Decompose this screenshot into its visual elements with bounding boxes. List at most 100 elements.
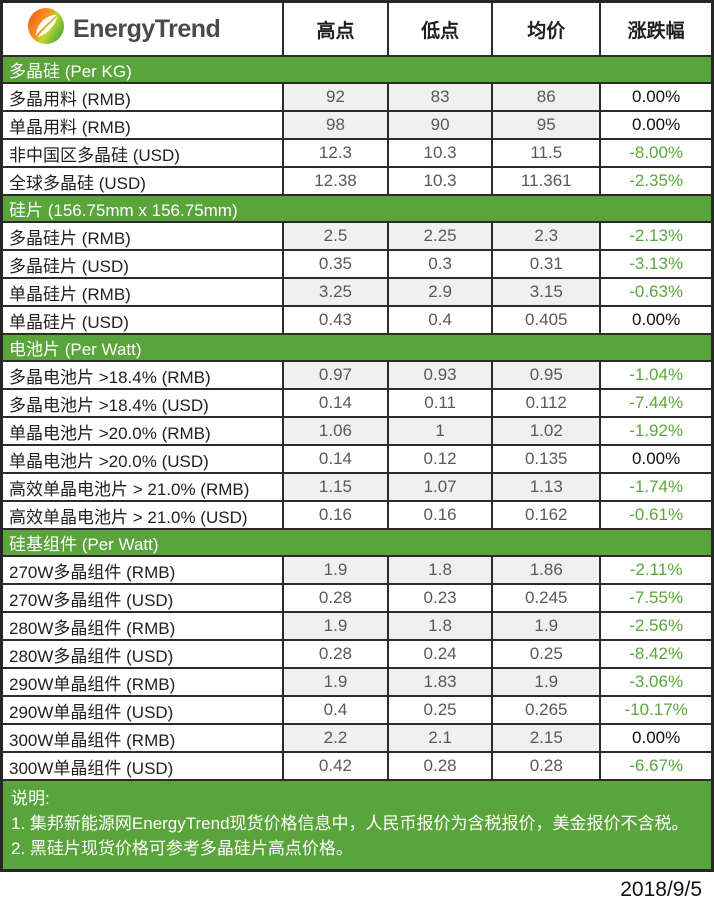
table-row: 280W多晶组件 (USD) 0.28 0.24 0.25 -8.42% (0, 639, 714, 669)
table-row: 单晶硅片 (USD) 0.43 0.4 0.405 0.00% (0, 305, 714, 335)
row-label: 单晶硅片 (RMB) (0, 277, 284, 307)
cell-high: 1.15 (281, 472, 390, 502)
row-label: 多晶用料 (RMB) (0, 82, 284, 112)
section-header-row: 硅基组件 (Per Watt) (0, 528, 714, 557)
cell-high: 0.16 (281, 500, 390, 530)
table-row: 多晶电池片 >18.4% (RMB) 0.97 0.93 0.95 -1.04% (0, 360, 714, 390)
cell-change: 0.00% (599, 110, 714, 140)
table-row: 单晶硅片 (RMB) 3.25 2.9 3.15 -0.63% (0, 277, 714, 307)
cell-high: 1.9 (281, 667, 390, 697)
cell-high: 0.35 (281, 249, 390, 279)
column-header-avg: 均价 (491, 0, 602, 57)
cell-avg: 0.162 (491, 500, 602, 530)
cell-change: -1.04% (599, 360, 714, 390)
cell-low: 10.3 (387, 138, 494, 168)
cell-low: 0.11 (387, 388, 494, 418)
cell-change: -6.67% (599, 751, 714, 781)
cell-low: 1.83 (387, 667, 494, 697)
cell-change: -7.55% (599, 583, 714, 613)
cell-avg: 0.28 (491, 751, 602, 781)
table-row: 高效单晶电池片 > 21.0% (RMB) 1.15 1.07 1.13 -1.74% (0, 472, 714, 502)
notes-heading: 说明: (11, 789, 50, 808)
column-header-high: 高点 (281, 0, 390, 57)
cell-low: 0.25 (387, 695, 494, 725)
energytrend-logo: EnergyTrend (27, 7, 281, 51)
cell-change: 0.00% (599, 444, 714, 474)
table-row: 多晶硅片 (RMB) 2.5 2.25 2.3 -2.13% (0, 221, 714, 251)
price-table: EnergyTrend 高点 低点 均价 涨跌幅 多晶硅 (Per KG) 多晶用… (0, 0, 714, 872)
cell-change: -0.63% (599, 277, 714, 307)
cell-high: 92 (281, 82, 390, 112)
cell-low: 0.4 (387, 305, 494, 335)
table-row: 单晶电池片 >20.0% (RMB) 1.06 1 1.02 -1.92% (0, 416, 714, 446)
cell-low: 0.12 (387, 444, 494, 474)
row-label: 高效单晶电池片 > 21.0% (RMB) (0, 472, 284, 502)
cell-avg: 0.95 (491, 360, 602, 390)
cell-avg: 11.5 (491, 138, 602, 168)
row-label: 单晶硅片 (USD) (0, 305, 284, 335)
cell-low: 2.1 (387, 723, 494, 753)
row-label: 单晶用料 (RMB) (0, 110, 284, 140)
table-row: 300W单晶组件 (RMB) 2.2 2.1 2.15 0.00% (0, 723, 714, 753)
cell-change: -8.00% (599, 138, 714, 168)
cell-high: 3.25 (281, 277, 390, 307)
cell-low: 0.3 (387, 249, 494, 279)
cell-low: 90 (387, 110, 494, 140)
cell-high: 12.3 (281, 138, 390, 168)
cell-avg: 0.112 (491, 388, 602, 418)
cell-high: 12.38 (281, 166, 390, 196)
table-row: 300W单晶组件 (USD) 0.42 0.28 0.28 -6.67% (0, 751, 714, 781)
cell-high: 0.14 (281, 388, 390, 418)
cell-high: 0.43 (281, 305, 390, 335)
table-row: 全球多晶硅 (USD) 12.38 10.3 11.361 -2.35% (0, 166, 714, 196)
cell-high: 98 (281, 110, 390, 140)
cell-low: 1.8 (387, 555, 494, 585)
cell-change: -10.17% (599, 695, 714, 725)
cell-low: 1 (387, 416, 494, 446)
table-row: 290W单晶组件 (RMB) 1.9 1.83 1.9 -3.06% (0, 667, 714, 697)
cell-low: 0.24 (387, 639, 494, 669)
notes-row: 说明: 1. 集邦新能源网EnergyTrend现货价格信息中，人民币报价为含税… (0, 779, 714, 872)
table-row: 单晶用料 (RMB) 98 90 95 0.00% (0, 110, 714, 140)
cell-avg: 0.31 (491, 249, 602, 279)
row-label: 290W单晶组件 (USD) (0, 695, 284, 725)
cell-low: 2.9 (387, 277, 494, 307)
cell-change: 0.00% (599, 723, 714, 753)
cell-high: 0.14 (281, 444, 390, 474)
cell-avg: 0.135 (491, 444, 602, 474)
cell-high: 2.2 (281, 723, 390, 753)
cell-change: -8.42% (599, 639, 714, 669)
cell-change: -2.13% (599, 221, 714, 251)
cell-change: -2.11% (599, 555, 714, 585)
cell-low: 1.07 (387, 472, 494, 502)
table-header-row: EnergyTrend 高点 低点 均价 涨跌幅 (0, 0, 714, 57)
section-header-row: 电池片 (Per Watt) (0, 333, 714, 362)
leaf-icon (27, 7, 65, 51)
cell-change: -3.06% (599, 667, 714, 697)
row-label: 270W多晶组件 (RMB) (0, 555, 284, 585)
cell-avg: 0.405 (491, 305, 602, 335)
cell-high: 0.42 (281, 751, 390, 781)
column-header-change: 涨跌幅 (599, 0, 714, 57)
row-label: 多晶硅片 (USD) (0, 249, 284, 279)
cell-change: -7.44% (599, 388, 714, 418)
table-row: 单晶电池片 >20.0% (USD) 0.14 0.12 0.135 0.00% (0, 444, 714, 474)
table-row: 高效单晶电池片 > 21.0% (USD) 0.16 0.16 0.162 -0.61% (0, 500, 714, 530)
cell-low: 0.16 (387, 500, 494, 530)
cell-avg: 3.15 (491, 277, 602, 307)
table-row: 270W多晶组件 (RMB) 1.9 1.8 1.86 -2.11% (0, 555, 714, 585)
row-label: 高效单晶电池片 > 21.0% (USD) (0, 500, 284, 530)
cell-change: -2.35% (599, 166, 714, 196)
cell-avg: 1.9 (491, 667, 602, 697)
cell-high: 0.28 (281, 583, 390, 613)
section-title: 电池片 (Per Watt) (0, 333, 714, 362)
cell-avg: 11.361 (491, 166, 602, 196)
table-row: 290W单晶组件 (USD) 0.4 0.25 0.265 -10.17% (0, 695, 714, 725)
note-item-1: 1. 集邦新能源网EnergyTrend现货价格信息中，人民币报价为含税报价，美… (11, 814, 689, 833)
cell-avg: 1.9 (491, 611, 602, 641)
logo-cell: EnergyTrend (0, 0, 284, 57)
section-title: 硅基组件 (Per Watt) (0, 528, 714, 557)
cell-high: 0.28 (281, 639, 390, 669)
cell-change: -0.61% (599, 500, 714, 530)
